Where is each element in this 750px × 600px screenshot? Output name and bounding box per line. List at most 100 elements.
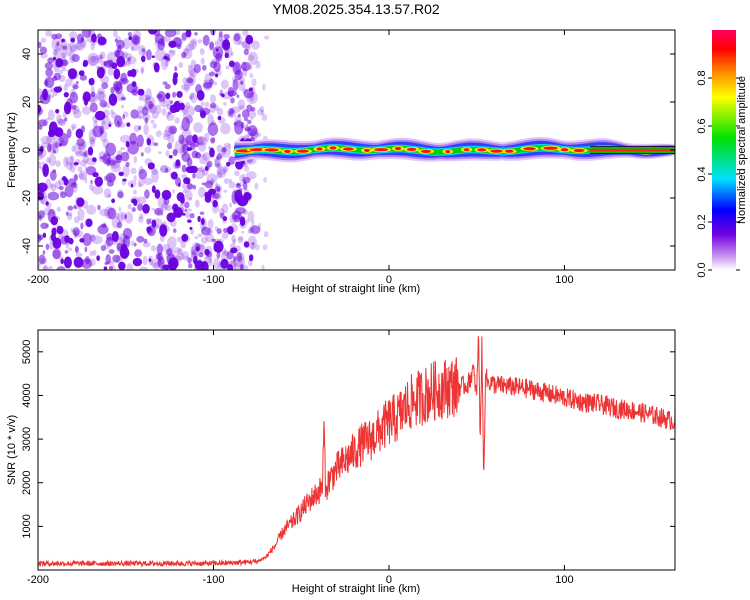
noise-blob xyxy=(124,213,127,220)
noise-blob xyxy=(245,37,254,45)
noise-blob xyxy=(164,204,173,212)
noise-blob xyxy=(45,201,49,206)
noise-blob xyxy=(161,220,168,231)
noise-blob xyxy=(181,233,189,242)
x-tick-label: -100 xyxy=(202,274,224,286)
noise-blob xyxy=(110,164,122,173)
noise-blob xyxy=(167,236,177,250)
noise-blob xyxy=(250,245,256,251)
noise-blob xyxy=(204,248,210,256)
noise-blob xyxy=(69,40,77,53)
noise-blob xyxy=(153,142,159,147)
noise-blob xyxy=(184,190,193,201)
noise-blob xyxy=(139,266,149,270)
noise-blob xyxy=(214,40,219,47)
noise-blob xyxy=(175,159,181,167)
noise-blob xyxy=(217,115,222,121)
noise-blob xyxy=(178,61,184,68)
noise-blob xyxy=(206,160,213,168)
noise-blob xyxy=(103,188,112,199)
noise-blob xyxy=(257,222,262,230)
noise-blob xyxy=(255,61,261,69)
noise-blob xyxy=(89,102,98,113)
noise-blob xyxy=(109,160,121,169)
noise-blob xyxy=(103,40,107,45)
noise-blob xyxy=(214,184,223,195)
noise-blob xyxy=(212,199,218,208)
noise-blob xyxy=(210,30,216,36)
noise-blob xyxy=(146,218,151,225)
x-tick-label: 0 xyxy=(386,574,392,586)
noise-blob xyxy=(241,160,247,167)
noise-blob xyxy=(201,168,209,176)
noise-blob xyxy=(161,35,166,43)
y-tick-label: 1000 xyxy=(21,514,33,538)
noise-blob xyxy=(98,151,107,163)
noise-blob xyxy=(197,233,203,238)
noise-blob xyxy=(110,112,118,119)
noise-blob xyxy=(229,243,236,250)
noise-blob xyxy=(131,207,136,213)
noise-blob xyxy=(193,122,203,133)
noise-blob xyxy=(46,117,50,121)
noise-blob xyxy=(190,249,197,256)
noise-blob xyxy=(223,189,228,193)
noise-blob xyxy=(245,123,249,129)
noise-blob xyxy=(133,125,140,133)
noise-blob xyxy=(97,204,101,211)
noise-blob xyxy=(146,138,152,146)
noise-blob xyxy=(189,143,196,150)
noise-blob xyxy=(237,200,243,205)
noise-blob xyxy=(38,263,41,269)
noise-blob xyxy=(151,219,157,228)
noise-blob xyxy=(105,142,117,157)
noise-blob xyxy=(219,89,223,93)
noise-blob xyxy=(52,237,62,249)
noise-blob xyxy=(245,34,254,45)
noise-blob xyxy=(60,139,67,146)
noise-blob xyxy=(172,74,178,86)
noise-blob xyxy=(251,86,256,95)
noise-blob xyxy=(247,133,250,138)
noise-blob xyxy=(45,201,52,209)
noise-blob xyxy=(233,215,238,220)
noise-blob xyxy=(165,113,175,121)
noise-blob xyxy=(71,145,76,153)
noise-blob xyxy=(40,191,48,200)
noise-blob xyxy=(249,92,255,102)
noise-blob xyxy=(181,152,191,162)
noise-blob xyxy=(162,264,170,270)
noise-blob xyxy=(66,128,72,139)
noise-blob xyxy=(130,183,134,188)
noise-blob xyxy=(226,250,234,260)
noise-blob xyxy=(243,166,250,172)
noise-blob xyxy=(126,56,137,65)
noise-blob xyxy=(190,59,197,67)
noise-blob xyxy=(80,125,86,133)
noise-blob xyxy=(52,249,61,260)
noise-blob xyxy=(108,265,114,270)
noise-blob xyxy=(134,249,143,258)
noise-blob xyxy=(47,144,58,152)
noise-blob xyxy=(214,73,219,78)
noise-blob xyxy=(195,152,202,159)
noise-blob xyxy=(38,233,42,243)
signal-peak-red xyxy=(420,149,431,153)
noise-blob xyxy=(142,203,150,214)
noise-blob xyxy=(168,257,179,270)
noise-blob xyxy=(112,97,116,102)
noise-blob xyxy=(219,155,224,159)
noise-blob xyxy=(196,90,205,101)
noise-blob xyxy=(95,90,105,102)
noise-blob xyxy=(190,38,198,46)
noise-blob xyxy=(235,159,244,170)
noise-blob xyxy=(107,59,114,67)
signal-peak-red xyxy=(364,148,370,153)
noise-blob xyxy=(58,69,64,75)
noise-blob xyxy=(132,189,137,195)
noise-blob xyxy=(181,251,189,261)
noise-blob xyxy=(192,134,198,144)
noise-blob xyxy=(212,193,220,199)
colorbar-tick-label: 0.2 xyxy=(696,214,708,229)
noise-blob xyxy=(137,203,144,212)
